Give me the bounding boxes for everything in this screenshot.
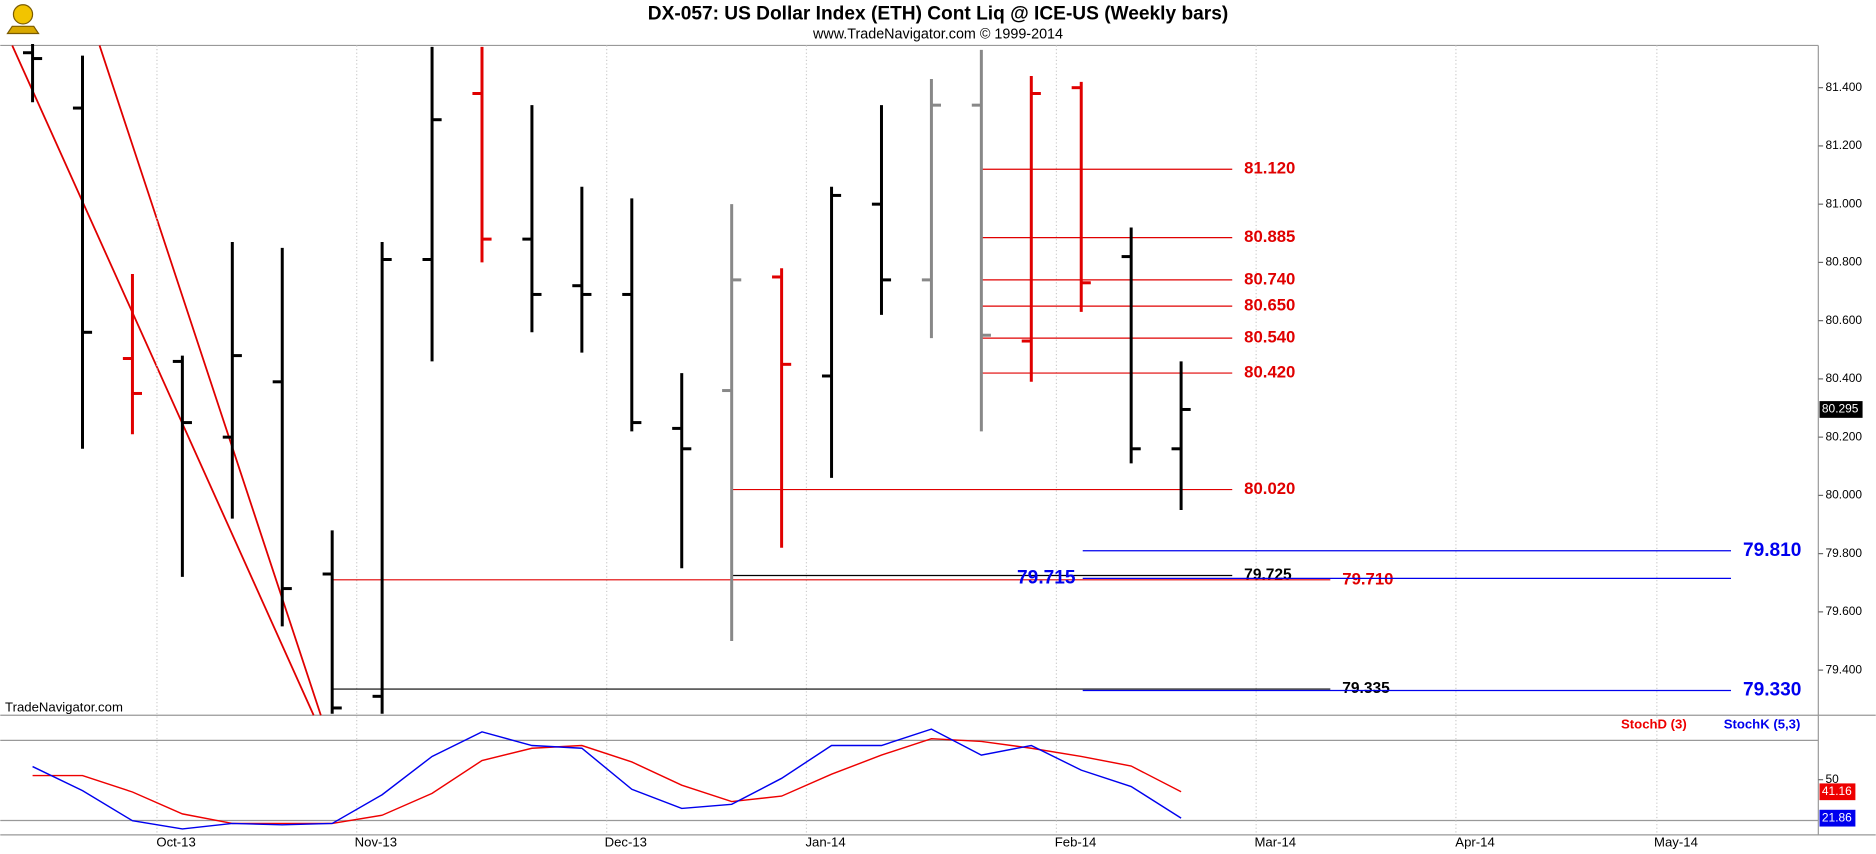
- x-tick-label: Jan-14: [805, 835, 845, 850]
- level-label: 79.715: [1017, 567, 1076, 588]
- x-tick-label: May-14: [1654, 835, 1698, 850]
- last-value-box: [1819, 809, 1856, 827]
- y-tick-label: 81.400: [1825, 80, 1862, 94]
- x-tick-label: Oct-13: [156, 835, 195, 850]
- last-value-label: 21.86: [1822, 810, 1852, 824]
- last-value-box: [1819, 783, 1856, 801]
- stoch-line: [32, 728, 1182, 830]
- y-tick-label: 79.800: [1825, 546, 1862, 560]
- x-tick-label: Apr-14: [1455, 835, 1494, 850]
- trend-line: [98, 45, 322, 716]
- y-tick-label: 81.200: [1825, 138, 1862, 152]
- legend-entry: StochK (5,3): [1724, 716, 1801, 731]
- y-tick-label: 80.200: [1825, 429, 1862, 443]
- level-label: 79.725: [1244, 567, 1292, 584]
- y-tick-label: 80.600: [1825, 313, 1862, 327]
- y-tick-label: 50: [1825, 772, 1839, 786]
- trend-line: [11, 45, 315, 716]
- level-label: 79.810: [1743, 540, 1801, 561]
- last-price-label: 80.295: [1822, 402, 1859, 416]
- legend-entry: StochD (3): [1621, 716, 1687, 731]
- x-tick-label: Mar-14: [1254, 835, 1296, 850]
- logo-base: [6, 25, 40, 35]
- level-label: 80.020: [1244, 479, 1295, 498]
- last-price-box: [1819, 401, 1863, 418]
- level-label: 80.420: [1244, 362, 1295, 381]
- y-tick-label: 81.000: [1825, 196, 1862, 210]
- y-tick-label: 80.800: [1825, 255, 1862, 269]
- watermark: TradeNavigator.com: [5, 700, 123, 715]
- logo-globe: [12, 4, 34, 25]
- x-tick-label: Feb-14: [1055, 835, 1097, 850]
- level-label: 80.650: [1244, 296, 1295, 315]
- y-tick-label: 80.000: [1825, 488, 1862, 502]
- y-tick-label: 79.400: [1825, 662, 1862, 676]
- level-label: 80.540: [1244, 328, 1295, 347]
- level-label: 79.330: [1743, 680, 1801, 701]
- level-label: 80.740: [1244, 269, 1295, 288]
- chart-subtitle: www.TradeNavigator.com © 1999-2014: [812, 26, 1063, 42]
- chart-title: DX-057: US Dollar Index (ETH) Cont Liq @…: [648, 3, 1228, 24]
- level-label: 79.335: [1342, 680, 1390, 697]
- x-tick-label: Nov-13: [355, 835, 397, 850]
- y-tick-label: 80.400: [1825, 371, 1862, 385]
- level-label: 80.885: [1244, 227, 1295, 246]
- stoch-line: [32, 737, 1182, 825]
- logo: [6, 4, 40, 35]
- level-label: 81.120: [1244, 159, 1295, 178]
- y-tick-label: 79.600: [1825, 604, 1862, 618]
- last-value-label: 41.16: [1822, 784, 1852, 798]
- x-tick-label: Dec-13: [605, 835, 647, 850]
